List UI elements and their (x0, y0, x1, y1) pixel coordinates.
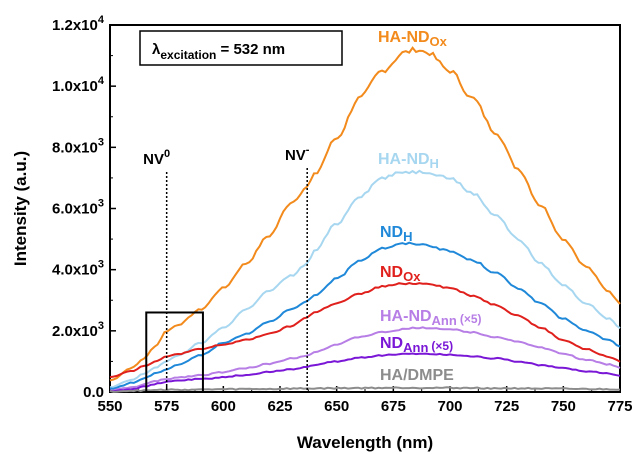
x-tick-label: 600 (211, 398, 236, 415)
zoom-box (145, 311, 204, 394)
nv-marker-label: NV0 (143, 148, 170, 168)
x-tick-label: 650 (324, 398, 349, 415)
y-tick-label: 0.0 (83, 384, 104, 401)
series-line-1 (109, 169, 621, 389)
nv-marker-label: NV- (285, 144, 310, 164)
y-tick-label: 2.0x103 (52, 320, 104, 340)
series-label-6: HA/DMPE (380, 367, 454, 384)
series-line-2 (109, 241, 621, 390)
series-line-6 (109, 386, 621, 393)
y-tick-label: 1.2x104 (52, 14, 105, 34)
series-labels: HA-NDOx HA-NDH NDH NDOx HA-NDAnn (×5) NDAnn (×5… (378, 29, 482, 384)
series-line-3 (109, 281, 621, 379)
x-tick-label: 550 (97, 398, 122, 415)
series-label-1: HA-NDH (378, 151, 439, 171)
x-tick-label: 775 (607, 398, 632, 415)
series-label-2: NDH (380, 224, 413, 244)
series-line-4 (110, 326, 621, 392)
series-label-5: NDAnn (×5) (380, 335, 453, 355)
excitation-box (139, 30, 343, 66)
series-label-3: NDOx (380, 264, 421, 284)
x-tick-label: 750 (551, 398, 576, 415)
annotations: NV0 NV-λexcitation = 532 nm (139, 30, 343, 394)
excitation-label: λexcitation = 532 nm (152, 41, 285, 62)
axes: 550 575 600 625 650 675 700 725 750 775 0.0 2.0x103… (11, 14, 633, 452)
y-tick-label: 1.0x104 (52, 75, 105, 95)
y-tick-label: 8.0x103 (52, 136, 104, 156)
series-lines (109, 46, 621, 393)
series-line-5 (109, 352, 621, 393)
x-tick-label: 625 (267, 398, 292, 415)
y-tick-label: 4.0x103 (52, 259, 104, 279)
x-tick-label: 725 (494, 398, 519, 415)
x-tick-label: 700 (437, 398, 462, 415)
series-label-4: HA-NDAnn (×5) (380, 308, 482, 328)
x-axis-title: Wavelength (nm) (297, 433, 433, 452)
x-tick-label: 575 (154, 398, 179, 415)
series-label-0: HA-NDOx (378, 29, 448, 49)
y-tick-label: 6.0x103 (52, 198, 104, 218)
x-tick-label: 675 (381, 398, 406, 415)
series-line-0 (109, 46, 621, 382)
y-axis-title: Intensity (a.u.) (11, 151, 30, 266)
